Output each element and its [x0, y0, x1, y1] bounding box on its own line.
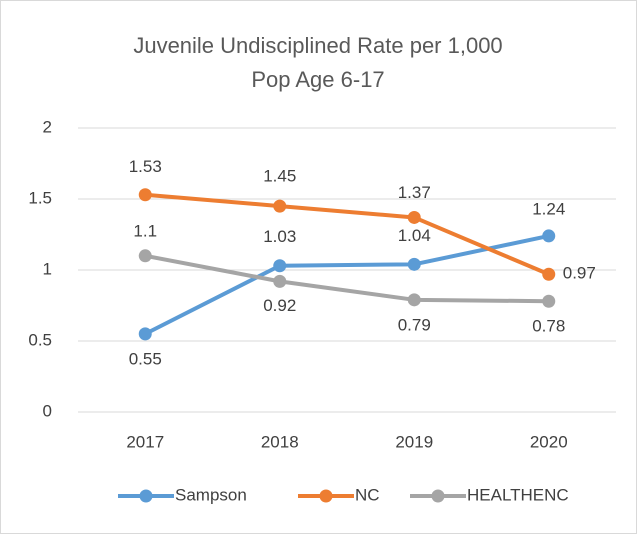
data-label: 1.37 [398, 183, 431, 202]
data-label: 1.45 [263, 167, 296, 186]
data-point [138, 188, 152, 202]
chart-title: Pop Age 6-17 [251, 67, 384, 92]
data-label: 0.79 [398, 315, 431, 334]
data-point [542, 267, 556, 281]
data-point [542, 294, 556, 308]
x-tick-label: 2020 [530, 432, 568, 451]
legend-marker [431, 489, 445, 503]
data-point [407, 293, 421, 307]
x-tick-label: 2017 [126, 432, 164, 451]
data-point [273, 274, 287, 288]
data-point [407, 257, 421, 271]
legend-marker [139, 489, 153, 503]
legend-label: NC [355, 485, 380, 504]
legend-label: HEALTHENC [467, 485, 569, 504]
legend-marker [319, 489, 333, 503]
data-label: 0.97 [563, 264, 596, 283]
chart-title: Juvenile Undisciplined Rate per 1,000 [133, 33, 502, 58]
data-point [273, 259, 287, 273]
data-label: 0.92 [263, 296, 296, 315]
data-point [542, 229, 556, 243]
data-point [138, 327, 152, 341]
legend-label: Sampson [175, 485, 247, 504]
x-tick-label: 2019 [395, 432, 433, 451]
y-tick-label: 2 [43, 117, 52, 136]
y-tick-label: 1.5 [28, 188, 52, 207]
data-point [407, 210, 421, 224]
y-tick-label: 1 [43, 259, 52, 278]
data-label: 1.04 [398, 226, 431, 245]
data-point [138, 249, 152, 263]
series-line [144, 233, 550, 336]
data-label: 1.03 [263, 227, 296, 246]
y-tick-label: 0 [43, 401, 52, 420]
x-tick-label: 2018 [261, 432, 299, 451]
series-line [145, 192, 550, 277]
y-tick-label: 0.5 [28, 330, 52, 349]
data-label: 1.53 [129, 157, 162, 176]
data-label: 0.78 [532, 317, 565, 336]
data-label: 1.1 [133, 221, 157, 240]
data-label: 0.55 [129, 349, 162, 368]
data-point [273, 199, 287, 213]
data-label: 1.24 [532, 199, 565, 218]
series-line [144, 253, 549, 304]
